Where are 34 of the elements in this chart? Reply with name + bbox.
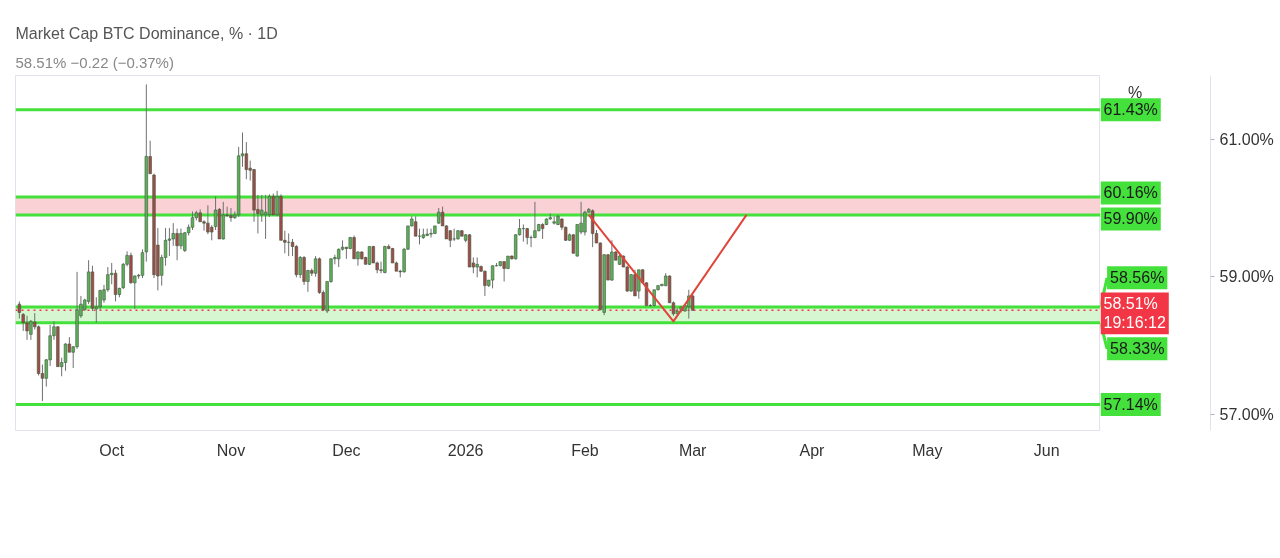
x-tick-label: Mar [678, 441, 708, 459]
ref-line-label: 60.16% [1103, 184, 1158, 202]
ref-line-label: 58.51% 19:16:12 [1103, 295, 1166, 332]
candlestick [483, 270, 487, 297]
x-tick-label: May [912, 441, 943, 459]
x-tick-label: Feb [571, 441, 599, 459]
y-tick-label: 59.00% [1219, 268, 1274, 286]
candlestick [475, 256, 479, 278]
ref-line-label: 58.56% [1110, 269, 1165, 287]
y-tick-label: 61.00% [1219, 130, 1274, 148]
y-tick-label: 57.00% [1219, 405, 1274, 423]
candlestick [179, 228, 183, 250]
candlestick [229, 207, 233, 223]
x-tick-label: Oct [99, 441, 125, 459]
candlestick [452, 228, 456, 242]
candlestick [271, 193, 275, 216]
x-tick-label: 2026 [447, 441, 484, 459]
candlestick [429, 228, 433, 239]
x-tick-label: Apr [799, 441, 826, 459]
x-tick-label: Dec [332, 441, 361, 459]
candlestick [25, 315, 29, 341]
x-tick-label: Nov [216, 441, 246, 459]
candlestick [352, 234, 356, 260]
chart-title: Market Cap BTC Dominance, % · 1D [15, 24, 278, 42]
candlestick [63, 342, 68, 372]
ref-line-label: 57.14% [1103, 395, 1158, 413]
candlestick [263, 194, 268, 240]
x-tick-label: Jun [1033, 441, 1060, 459]
chart-subtitle: 58.51% −0.22 (−0.37%) [15, 53, 174, 71]
text: % [1128, 83, 1143, 101]
ref-line-label: 58.33% [1110, 340, 1165, 358]
ref-line-label: 59.90% [1103, 210, 1158, 228]
candlestick [633, 269, 637, 297]
ref-line-label: 61.43% [1103, 101, 1158, 119]
